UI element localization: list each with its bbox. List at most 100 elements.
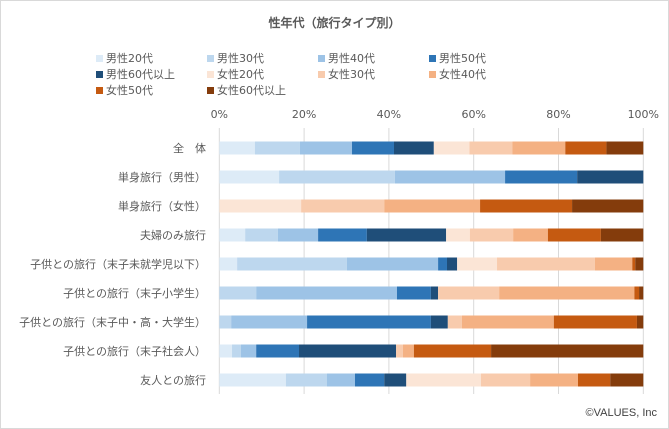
legend-item: 女性60代以上 [207, 84, 286, 98]
category-label: 友人との旅行 [140, 373, 206, 387]
bar-segment [610, 373, 644, 387]
bar-segment [438, 286, 500, 300]
category-label: 子供との旅行（末子社会人） [63, 344, 206, 358]
category-label: 単身旅行（男性） [118, 170, 206, 184]
category-label: 全 体 [173, 141, 206, 155]
legend-label: 女性30代 [328, 68, 375, 81]
bar-segment [505, 170, 578, 184]
bar-segment [279, 170, 395, 184]
legend-swatch [96, 87, 103, 94]
bar-segment [635, 257, 644, 271]
bar-segment [497, 257, 595, 271]
bar-segment [394, 170, 506, 184]
category-label: 子供との旅行（末子小学生） [63, 286, 206, 300]
legend-item: 女性40代 [429, 68, 486, 82]
legend-label: 女性60代以上 [217, 84, 286, 97]
category-label: 単身旅行（女性） [118, 199, 206, 213]
bar-segment [393, 141, 434, 155]
bar-segment [512, 141, 566, 155]
legend-swatch [207, 87, 214, 94]
bar-segment [469, 141, 513, 155]
legend-item: 女性50代 [96, 84, 153, 98]
bar-segment [231, 315, 308, 329]
legend-swatch [429, 55, 436, 62]
bar-segment [632, 257, 636, 271]
legend-item: 男性60代以上 [96, 68, 175, 82]
legend-swatch [429, 71, 436, 78]
bar-segment [299, 141, 353, 155]
category-label: 子供との旅行（末子未就学児以下） [30, 257, 206, 271]
legend-swatch [207, 55, 214, 62]
bar-segment [232, 344, 241, 358]
bar-segment [402, 344, 414, 358]
bar-segment [433, 141, 470, 155]
bar-segment [254, 141, 300, 155]
bar-segment [406, 373, 481, 387]
legend-swatch [96, 55, 103, 62]
chart-title: 性年代（旅行タイプ別） [268, 16, 401, 30]
bar-segment [285, 373, 327, 387]
bar-segment [318, 228, 367, 242]
bar-segment [219, 228, 246, 242]
bar-segment [277, 228, 319, 242]
legend-label: 男性20代 [106, 52, 153, 65]
legend-label: 女性50代 [106, 84, 153, 97]
bar-segment [256, 344, 300, 358]
bar-segment [352, 141, 394, 155]
bar-segment [565, 141, 607, 155]
bar-segment [480, 373, 531, 387]
bar-segment [469, 228, 514, 242]
bar-segment [430, 315, 448, 329]
legend-item: 女性30代 [318, 68, 375, 82]
bar-segment [594, 257, 633, 271]
x-tick-label: 80% [546, 108, 570, 121]
bar-segment [326, 373, 355, 387]
bar-segment [499, 286, 635, 300]
bar-segment [530, 373, 579, 387]
bar-segment [447, 315, 462, 329]
bar-segment [457, 257, 498, 271]
legend-item: 男性50代 [429, 52, 486, 66]
bar-segment [513, 228, 548, 242]
bar-segment [396, 344, 403, 358]
legend-swatch [318, 71, 325, 78]
bar-segment [480, 199, 573, 213]
legend-label: 女性40代 [439, 68, 486, 81]
bar-segment [461, 315, 554, 329]
bar-segment [396, 286, 431, 300]
bar-segment [219, 141, 255, 155]
bar-segment [384, 199, 481, 213]
bar-segment [240, 344, 257, 358]
bar-segment [219, 315, 232, 329]
bar-segment [553, 315, 637, 329]
category-label: 夫婦のみ旅行 [140, 228, 206, 242]
bar-segment [446, 228, 470, 242]
legend-swatch [207, 71, 214, 78]
bar-segment [299, 344, 397, 358]
x-tick-label: 40% [377, 108, 401, 121]
bar-segment [606, 141, 644, 155]
bar-segment [219, 286, 257, 300]
legend-label: 男性50代 [439, 52, 486, 65]
bar-segment [639, 286, 644, 300]
bar-segment [547, 228, 601, 242]
bar-segment [301, 199, 385, 213]
bar-segment [354, 373, 385, 387]
bar-segment [600, 228, 644, 242]
x-tick-label: 20% [292, 108, 316, 121]
legend-item: 女性20代 [207, 68, 264, 82]
credit-text: ©VALUES, Inc [585, 407, 657, 419]
x-tick-label: 0% [211, 108, 228, 121]
legend-label: 女性20代 [217, 68, 264, 81]
bar-segment [430, 286, 439, 300]
legend-label: 男性40代 [328, 52, 375, 65]
legend-label: 男性60代以上 [106, 68, 175, 81]
bar-segment [237, 257, 347, 271]
bar-segment [256, 286, 397, 300]
bar-segment [413, 344, 492, 358]
bar-segment [572, 199, 644, 213]
bar-segment [219, 199, 302, 213]
bar-segment [307, 315, 431, 329]
legend-swatch [318, 55, 325, 62]
legend-item: 男性40代 [318, 52, 375, 66]
